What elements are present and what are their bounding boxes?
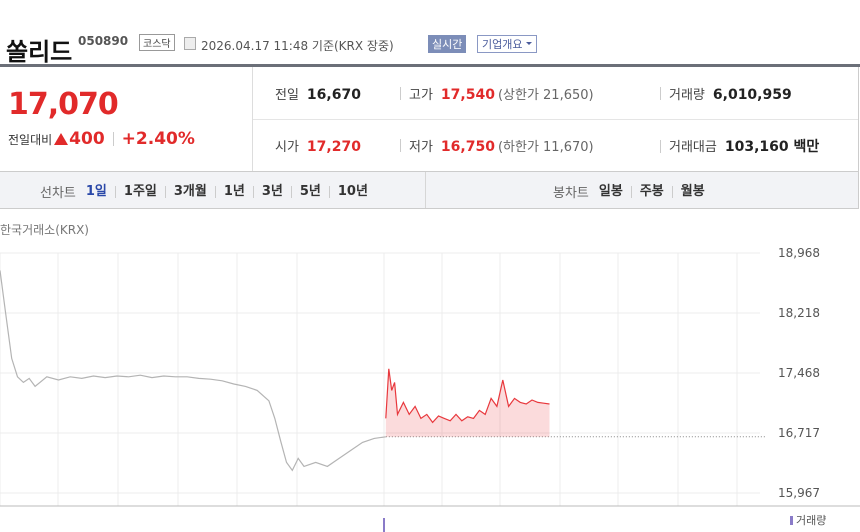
quote-main: 17,070 전일대비 400 +2.40% <box>0 67 253 171</box>
current-price: 17,070 <box>8 87 119 122</box>
change-value: 400 <box>69 129 105 149</box>
quote-box: 17,070 전일대비 400 +2.40% 전일 16,670 고가 17,540(… <box>0 67 859 172</box>
separator <box>0 64 860 67</box>
stat: 거래대금 103,160 백만 <box>660 136 819 156</box>
stat-sub: (하한가 11,670) <box>497 140 594 155</box>
candle-tab[interactable]: 주봉 <box>630 185 672 198</box>
stat-value: 103,160 백만 <box>724 139 820 155</box>
area-fill <box>385 368 550 437</box>
chart: 한국거래소(KRX) 18,968 18,218 17,468 16,717 15,967… <box>0 223 860 532</box>
period-tab[interactable]: 3년 <box>252 185 291 198</box>
stat-value: 6,010,959 <box>712 87 792 103</box>
timestamp: 2026.04.17 11:48 기준(KRX 장중) <box>201 39 394 53</box>
stock-name: 쏠리드 <box>6 38 73 66</box>
stat-sub: (상한가 21,650) <box>497 88 594 103</box>
change-row: 전일대비 400 +2.40% <box>8 129 195 149</box>
candle-chart-label: 봉차트 <box>553 186 589 201</box>
y-tick-label: 18,218 <box>778 306 820 320</box>
stat-value: 17,270 <box>306 139 361 155</box>
candle-tab[interactable]: 일봉 <box>598 183 623 199</box>
period-tab[interactable]: 3개월 <box>164 185 215 198</box>
line-chart-label: 선차트 <box>40 186 76 201</box>
price-line <box>385 368 550 424</box>
market-badge: 코스닥 <box>139 34 175 51</box>
period-tab[interactable]: 1주일 <box>114 185 165 198</box>
change-rate: +2.40% <box>121 129 195 149</box>
stat-label: 전일 <box>275 88 299 103</box>
doc-icon <box>184 37 196 50</box>
realtime-button[interactable]: 실시간 <box>428 35 467 53</box>
line-tabs: 선차트 1일 1주일 3개월 1년 3년 5년 10년 <box>40 182 376 202</box>
stat-value: 16,750 <box>440 139 495 155</box>
stat-label: 고가 <box>409 88 433 103</box>
candle-tab[interactable]: 월봉 <box>671 185 713 198</box>
header: 쏠리드 050890 코스닥 2026.04.17 11:48 기준(KRX 장… <box>0 28 860 66</box>
stat-label: 거래량 <box>669 88 705 103</box>
period-tab[interactable]: 10년 <box>328 185 376 198</box>
stat-value: 16,670 <box>306 87 361 103</box>
price-line <box>0 270 386 472</box>
volume-label: 거래량 <box>796 514 826 527</box>
divider <box>112 132 114 146</box>
stat-label: 거래대금 <box>669 140 717 155</box>
up-arrow <box>54 133 69 145</box>
stat: 저가 16,750 (하한가 11,670) <box>400 136 594 155</box>
stat: 거래량 6,010,959 <box>660 84 792 103</box>
stat-label: 저가 <box>409 140 433 155</box>
stat-label: 시가 <box>275 140 299 155</box>
tab-divider <box>425 172 426 208</box>
y-tick-label: 17,468 <box>778 366 820 380</box>
y-tick-label: 18,968 <box>778 246 820 260</box>
source-label: 한국거래소(KRX) <box>0 223 89 237</box>
candle-tabs: 봉차트 일봉 주봉 월봉 <box>553 182 713 202</box>
chart-tabs: 선차트 1일 1주일 3개월 1년 3년 5년 10년 봉차트 일봉 주봉 월봉 <box>0 172 859 209</box>
stat-value: 17,540 <box>440 87 495 103</box>
stock-code: 050890 <box>78 34 129 48</box>
y-tick-label: 16,717 <box>778 426 820 440</box>
period-tab[interactable]: 1년 <box>214 185 253 198</box>
y-tick-label: 15,967 <box>778 486 820 500</box>
change-label: 전일대비 <box>8 132 53 147</box>
row-divider <box>253 119 858 120</box>
period-tab[interactable]: 1일 <box>85 183 107 199</box>
stat: 전일 16,670 <box>275 84 361 103</box>
stat: 시가 17,270 <box>275 136 361 155</box>
volume-legend-swatch <box>790 516 793 525</box>
company-info-button[interactable]: 기업개요 <box>477 35 538 53</box>
period-tab[interactable]: 5년 <box>290 185 329 198</box>
stat: 고가 17,540 (상한가 21,650) <box>400 84 594 103</box>
